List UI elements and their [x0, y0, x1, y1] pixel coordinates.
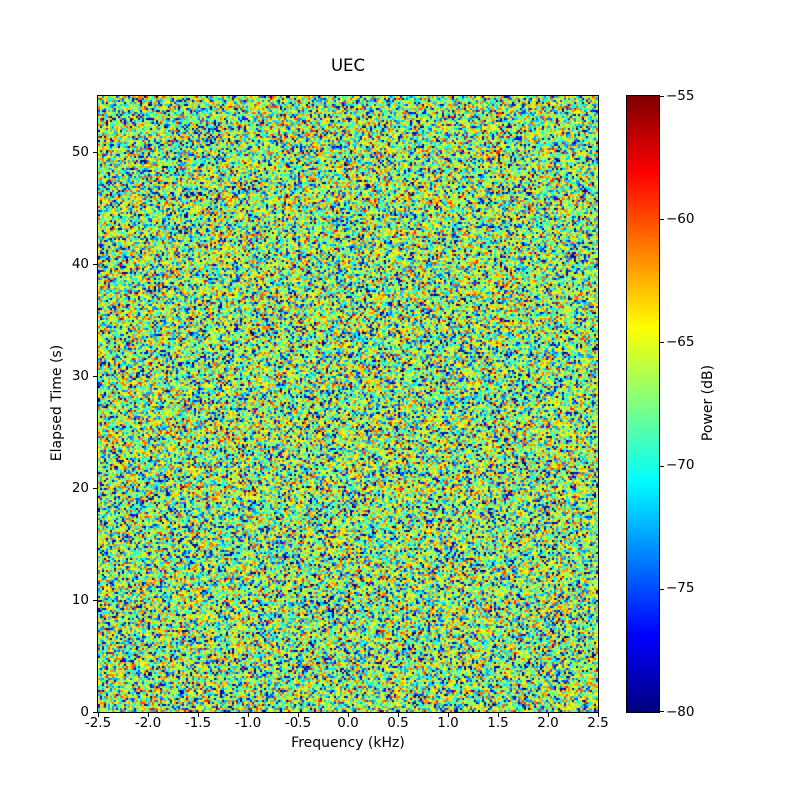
x-tick-mark: [348, 713, 349, 717]
x-tick-mark: [448, 713, 449, 717]
y-tick-label: 50: [71, 144, 89, 160]
x-tick-label: 0.5: [387, 715, 409, 731]
colorbar-tick-label: −60: [666, 211, 695, 227]
x-tick-mark: [498, 713, 499, 717]
x-tick-label: 2.0: [537, 715, 559, 731]
spectrogram-heatmap-canvas: [98, 96, 598, 712]
x-tick-mark: [298, 713, 299, 717]
plot-area-frame: [97, 95, 599, 713]
y-axis-label: Elapsed Time (s): [49, 344, 65, 462]
colorbar-tick-label: −55: [666, 88, 695, 104]
colorbar-frame: [626, 95, 660, 713]
x-axis-label: Frequency (kHz): [291, 735, 405, 751]
x-tick-label: -1.5: [184, 715, 212, 731]
y-tick-mark: [93, 488, 97, 489]
x-tick-label: -2.5: [84, 715, 112, 731]
x-tick-label: 2.5: [587, 715, 609, 731]
figure-title: UEC: [330, 55, 366, 75]
x-tick-mark: [398, 713, 399, 717]
colorbar-tick-label: −75: [666, 580, 695, 596]
x-tick-label: 0.0: [337, 715, 359, 731]
x-tick-label: -2.0: [134, 715, 162, 731]
x-tick-label: 1.5: [487, 715, 509, 731]
colorbar-tick-mark: [660, 219, 664, 220]
x-tick-mark: [198, 713, 199, 717]
y-tick-mark: [93, 600, 97, 601]
colorbar-tick-mark: [660, 589, 664, 590]
y-tick-label: 10: [71, 592, 89, 608]
colorbar-tick-mark: [660, 96, 664, 97]
x-tick-label: -1.0: [234, 715, 262, 731]
colorbar-tick-label: −65: [666, 334, 695, 350]
x-tick-mark: [248, 713, 249, 717]
x-tick-label: 1.0: [437, 715, 459, 731]
colorbar-label: Power (dB): [700, 364, 716, 442]
y-tick-mark: [93, 152, 97, 153]
x-tick-mark: [598, 713, 599, 717]
x-tick-mark: [148, 713, 149, 717]
y-tick-label: 0: [80, 704, 89, 720]
colorbar-tick-mark: [660, 711, 664, 712]
x-tick-mark: [548, 713, 549, 717]
colorbar-tick-label: −70: [666, 457, 695, 473]
colorbar-tick-mark: [660, 466, 664, 467]
y-tick-label: 40: [71, 256, 89, 272]
y-tick-label: 20: [71, 480, 89, 496]
y-tick-mark: [93, 376, 97, 377]
x-tick-mark: [98, 713, 99, 717]
y-tick-label: 30: [71, 368, 89, 384]
colorbar-tick-mark: [660, 342, 664, 343]
colorbar-tick-label: −80: [666, 704, 695, 720]
y-tick-mark: [93, 264, 97, 265]
y-tick-mark: [93, 712, 97, 713]
colorbar-gradient-canvas: [627, 96, 659, 712]
x-tick-label: -0.5: [284, 715, 312, 731]
